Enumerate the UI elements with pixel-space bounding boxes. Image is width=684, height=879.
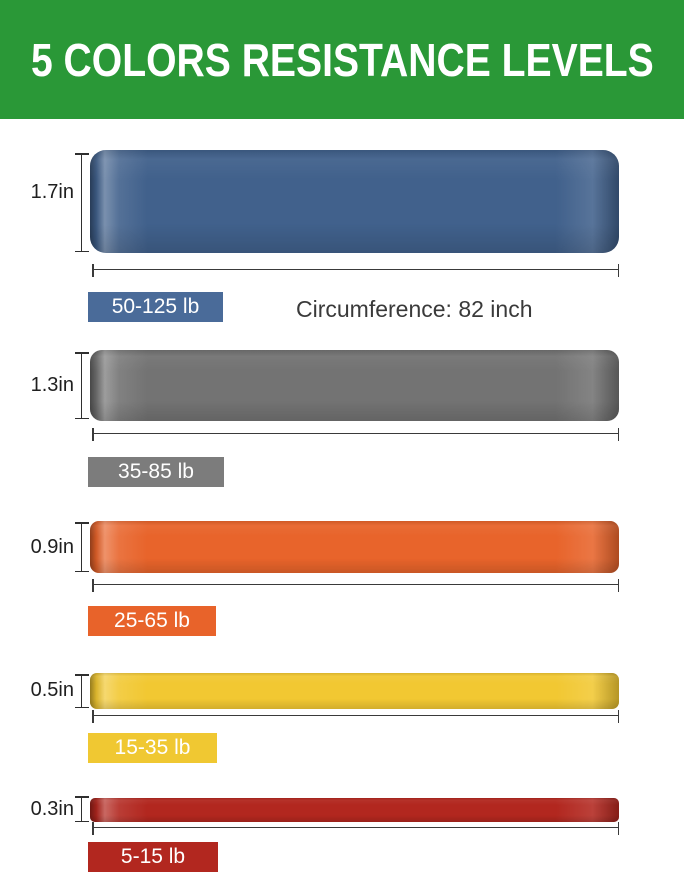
length-measure-line-red xyxy=(92,821,619,835)
resistance-band-orange xyxy=(90,521,619,573)
width-measure-line-gray xyxy=(74,352,89,419)
width-label-red: 0.3in xyxy=(30,798,74,820)
circumference-label: Circumference: 82 inch xyxy=(296,296,533,322)
length-measure-line-orange xyxy=(92,578,619,592)
resistance-band-red xyxy=(90,798,619,822)
page-title: 5 COLORS RESISTANCE LEVELS xyxy=(30,33,654,86)
resistance-range-badge-yellow: 15-35 lb xyxy=(88,733,217,763)
header-banner: 5 COLORS RESISTANCE LEVELS xyxy=(0,0,684,119)
resistance-range-badge-gray: 35-85 lb xyxy=(88,457,224,487)
resistance-range-badge-red: 5-15 lb xyxy=(88,842,218,872)
length-measure-line-yellow xyxy=(92,709,619,723)
length-measure-line-blue xyxy=(92,263,619,277)
resistance-range-badge-orange: 25-65 lb xyxy=(88,606,216,636)
width-measure-line-yellow xyxy=(74,674,89,708)
width-measure-line-blue xyxy=(74,153,89,252)
resistance-band-gray xyxy=(90,350,619,421)
width-label-orange: 0.9in xyxy=(30,536,74,558)
width-label-gray: 1.3in xyxy=(30,374,74,396)
width-label-blue: 1.7in xyxy=(30,181,74,203)
resistance-range-badge-blue: 50-125 lb xyxy=(88,292,223,322)
length-measure-line-gray xyxy=(92,427,619,441)
width-measure-line-red xyxy=(74,796,89,822)
resistance-band-yellow xyxy=(90,673,619,709)
width-label-yellow: 0.5in xyxy=(30,679,74,701)
resistance-band-blue xyxy=(90,150,619,253)
width-measure-line-orange xyxy=(74,522,89,572)
